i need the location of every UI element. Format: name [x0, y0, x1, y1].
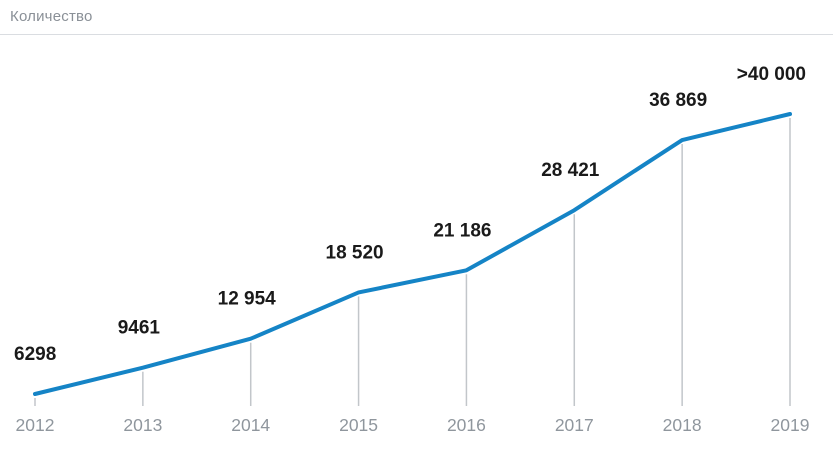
- value-label-2015: 18 520: [326, 242, 384, 263]
- value-label-2018: 36 869: [649, 90, 707, 111]
- value-label-2012: 6298: [14, 344, 56, 365]
- chart-header: Количество: [0, 0, 833, 35]
- value-label-2013: 9461: [118, 318, 161, 339]
- year-label-2019: 2019: [771, 415, 810, 435]
- data-line: [33, 112, 792, 396]
- value-label-2016: 21 186: [433, 220, 491, 241]
- value-label-2017: 28 421: [541, 160, 600, 181]
- value-label-2014: 12 954: [218, 289, 277, 310]
- chart-title: Количество: [10, 8, 93, 25]
- year-label-2014: 2014: [231, 415, 270, 435]
- year-label-2013: 2013: [123, 415, 162, 435]
- year-label-2017: 2017: [555, 415, 594, 435]
- year-label-2016: 2016: [447, 415, 486, 435]
- value-label-2019: >40 000: [737, 64, 806, 85]
- year-label-2018: 2018: [663, 415, 702, 435]
- year-label-2015: 2015: [339, 415, 378, 435]
- line-chart: 6298 9461 12 954 18 520 21 186 28 421 36 869 >4…: [14, 64, 810, 435]
- year-label-2012: 2012: [16, 415, 55, 435]
